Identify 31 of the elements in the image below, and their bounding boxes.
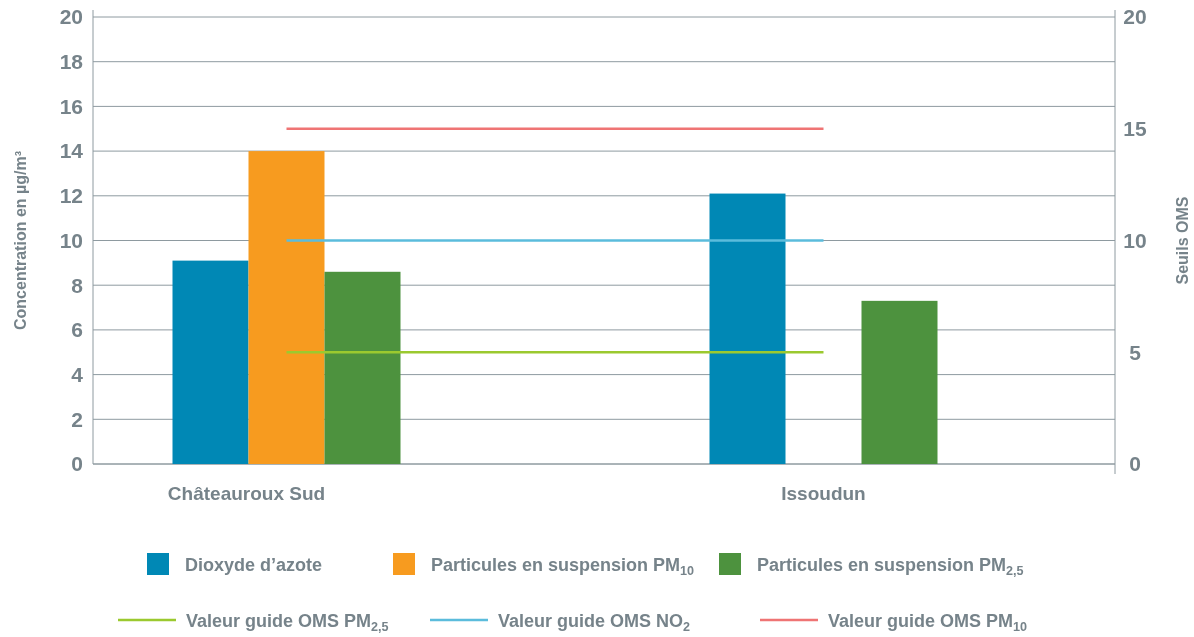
y2-tick-label: 15 (1123, 117, 1147, 141)
legend-label: Valeur guide OMS PM$_{2,5}$ (186, 611, 389, 634)
y2-tick-label: 20 (1123, 5, 1147, 29)
y2-axis-title: Seuils OMS (1174, 196, 1191, 285)
legend-label: Particules en suspension PM$_{10}$ (431, 555, 695, 578)
y-tick-label: 2 (71, 407, 83, 431)
y-tick-label: 8 (71, 273, 84, 297)
legend-label: Valeur guide OMS NO$_{2}$ (498, 611, 691, 634)
y2-tick-label: 5 (1129, 340, 1142, 364)
y-axis-title: Concentration en µg/m³ (12, 151, 29, 330)
y-tick-label: 6 (71, 318, 83, 342)
bar (172, 260, 249, 464)
y-tick-label: 18 (59, 50, 84, 74)
y-tick-label: 12 (59, 184, 83, 208)
y2-tick-label: 0 (1129, 452, 1141, 476)
legend-label: Valeur guide OMS PM$_{10}$ (828, 611, 1028, 634)
legend-label: Dioxyde d’azote (185, 555, 323, 575)
y-tick-label: 4 (71, 362, 84, 386)
y2-tick-label: 10 (1123, 228, 1147, 252)
bar (709, 193, 786, 464)
bar (324, 271, 401, 464)
bar (861, 300, 938, 464)
y-tick-label: 10 (59, 228, 83, 252)
y-tick-label: 16 (59, 94, 83, 118)
legend-label: Particules en suspension PM$_{2,5}$ (757, 555, 1024, 578)
y-tick-label: 14 (59, 139, 84, 163)
x-tick-label: Châteauroux Sud (167, 483, 326, 504)
y-tick-label: 20 (59, 5, 83, 29)
y-tick-label: 0 (71, 452, 83, 476)
x-tick-label: Issoudun (781, 483, 866, 504)
bar (248, 151, 325, 464)
